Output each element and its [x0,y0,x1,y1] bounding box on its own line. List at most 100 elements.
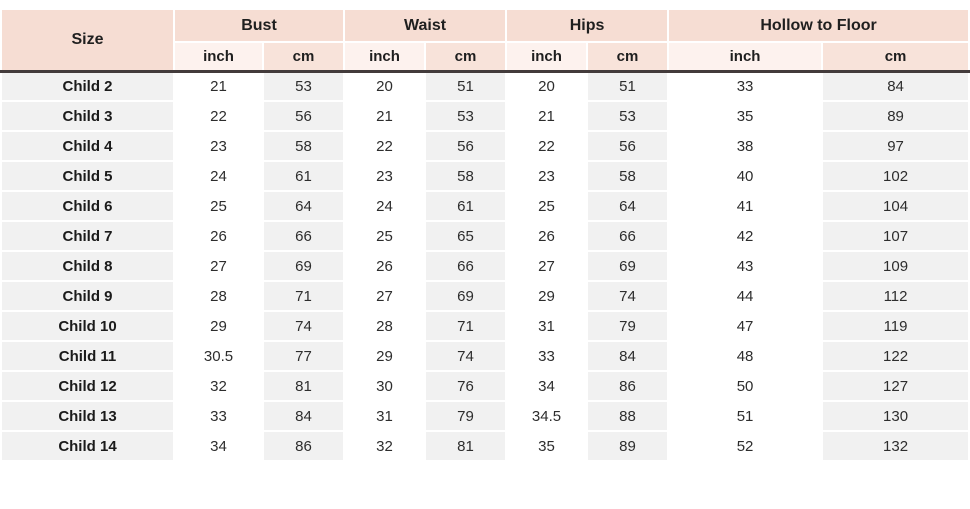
table-row: Child 10 29 74 28 71 31 79 47 119 [2,312,969,340]
value-cell: 89 [823,102,969,130]
value-cell: 53 [426,102,506,130]
value-cell: 51 [426,72,506,100]
value-cell: 21 [175,72,262,100]
value-cell: 29 [507,282,587,310]
unit-header-htf-cm: cm [823,43,969,70]
value-cell: 29 [345,342,424,370]
size-cell: Child 4 [2,132,173,160]
value-cell: 84 [823,72,969,100]
value-cell: 64 [264,192,343,220]
value-cell: 51 [588,72,668,100]
value-cell: 24 [345,192,424,220]
group-header-hips: Hips [507,10,668,41]
value-cell: 40 [669,162,822,190]
value-cell: 35 [507,432,587,460]
value-cell: 26 [507,222,587,250]
value-cell: 26 [345,252,424,280]
value-cell: 74 [264,312,343,340]
value-cell: 81 [264,372,343,400]
unit-header-waist-cm: cm [426,43,506,70]
unit-header-row: inch cm inch cm inch cm inch cm [2,43,969,70]
value-cell: 28 [345,312,424,340]
value-cell: 34 [507,372,587,400]
size-cell: Child 12 [2,372,173,400]
value-cell: 23 [507,162,587,190]
size-cell: Child 6 [2,192,173,220]
value-cell: 69 [588,252,668,280]
value-cell: 53 [264,72,343,100]
value-cell: 38 [669,132,822,160]
table-row: Child 11 30.5 77 29 74 33 84 48 122 [2,342,969,370]
value-cell: 42 [669,222,822,250]
table-row: Child 5 24 61 23 58 23 58 40 102 [2,162,969,190]
unit-header-bust-cm: cm [264,43,343,70]
value-cell: 27 [507,252,587,280]
size-cell: Child 7 [2,222,173,250]
value-cell: 28 [175,282,262,310]
value-cell: 104 [823,192,969,220]
value-cell: 23 [175,132,262,160]
table-row: Child 8 27 69 26 66 27 69 43 109 [2,252,969,280]
value-cell: 20 [345,72,424,100]
value-cell: 86 [264,432,343,460]
value-cell: 79 [426,402,506,430]
value-cell: 34.5 [507,402,587,430]
value-cell: 23 [345,162,424,190]
value-cell: 130 [823,402,969,430]
value-cell: 97 [823,132,969,160]
value-cell: 22 [345,132,424,160]
value-cell: 88 [588,402,668,430]
value-cell: 76 [426,372,506,400]
value-cell: 102 [823,162,969,190]
value-cell: 53 [588,102,668,130]
size-cell: Child 2 [2,72,173,100]
value-cell: 32 [345,432,424,460]
value-cell: 61 [264,162,343,190]
unit-header-hips-cm: cm [588,43,668,70]
value-cell: 32 [175,372,262,400]
value-cell: 71 [264,282,343,310]
value-cell: 30.5 [175,342,262,370]
value-cell: 21 [507,102,587,130]
value-cell: 52 [669,432,822,460]
unit-header-bust-inch: inch [175,43,262,70]
table-row: Child 3 22 56 21 53 21 53 35 89 [2,102,969,130]
group-header-bust: Bust [175,10,343,41]
value-cell: 41 [669,192,822,220]
value-cell: 69 [264,252,343,280]
value-cell: 77 [264,342,343,370]
table-row: Child 7 26 66 25 65 26 66 42 107 [2,222,969,250]
table-row: Child 14 34 86 32 81 35 89 52 132 [2,432,969,460]
value-cell: 30 [345,372,424,400]
value-cell: 48 [669,342,822,370]
value-cell: 84 [588,342,668,370]
value-cell: 74 [588,282,668,310]
value-cell: 35 [669,102,822,130]
value-cell: 64 [588,192,668,220]
value-cell: 119 [823,312,969,340]
value-cell: 56 [426,132,506,160]
value-cell: 69 [426,282,506,310]
table-row: Child 6 25 64 24 61 25 64 41 104 [2,192,969,220]
value-cell: 127 [823,372,969,400]
value-cell: 66 [426,252,506,280]
value-cell: 66 [588,222,668,250]
size-cell: Child 14 [2,432,173,460]
size-cell: Child 13 [2,402,173,430]
value-cell: 24 [175,162,262,190]
size-cell: Child 5 [2,162,173,190]
group-header-waist: Waist [345,10,506,41]
size-cell: Child 11 [2,342,173,370]
table-row: Child 12 32 81 30 76 34 86 50 127 [2,372,969,400]
value-cell: 25 [507,192,587,220]
table-row: Child 2 21 53 20 51 20 51 33 84 [2,72,969,100]
value-cell: 58 [426,162,506,190]
value-cell: 89 [588,432,668,460]
value-cell: 122 [823,342,969,370]
value-cell: 107 [823,222,969,250]
value-cell: 51 [669,402,822,430]
group-header-row: Size Bust Waist Hips Hollow to Floor [2,10,969,70]
value-cell: 56 [588,132,668,160]
size-chart-table: Size Bust Waist Hips Hollow to Floor inc… [0,8,970,462]
value-cell: 20 [507,72,587,100]
